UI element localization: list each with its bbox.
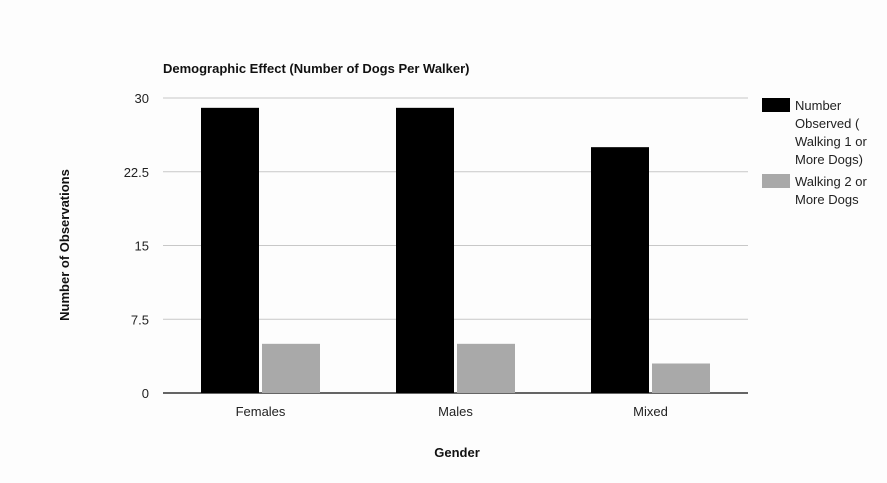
x-axis-title: Gender: [434, 445, 480, 460]
bar-males-series-1: [396, 107, 454, 393]
y-tick-label: 30: [135, 91, 149, 106]
bar-females-series-2: [262, 343, 320, 393]
bar-mixed-series-2: [652, 363, 710, 393]
legend-label: Walking 2 or More Dogs: [795, 174, 867, 207]
bar-females-series-1: [201, 107, 259, 393]
legend: Number Observed (Walking 1 or More Dogs) Wa…: [762, 98, 867, 207]
x-axis-categories: Females Males Mixed: [236, 404, 668, 419]
legend-swatch: [762, 98, 790, 112]
legend-label: Number Observed (Walking 1 or More Dogs): [795, 98, 867, 167]
bar-mixed-series-1: [591, 147, 649, 393]
legend-swatch: [762, 174, 790, 188]
gridlines: [163, 97, 748, 394]
x-category-label: Mixed: [633, 404, 668, 419]
y-tick-label: 15: [135, 239, 149, 254]
y-axis-title: Number of Observations: [57, 169, 72, 321]
bars: [201, 107, 710, 393]
y-tick-label: 7.5: [131, 312, 149, 327]
x-category-label: Females: [236, 404, 286, 419]
y-tick-label: 22.5: [124, 165, 149, 180]
y-axis-ticks: 0 7.5 15 22.5 30: [124, 91, 149, 401]
chart-title: Demographic Effect (Number of Dogs Per W…: [163, 61, 470, 76]
y-tick-label: 0: [142, 386, 149, 401]
x-category-label: Males: [438, 404, 473, 419]
bar-males-series-2: [457, 343, 515, 393]
